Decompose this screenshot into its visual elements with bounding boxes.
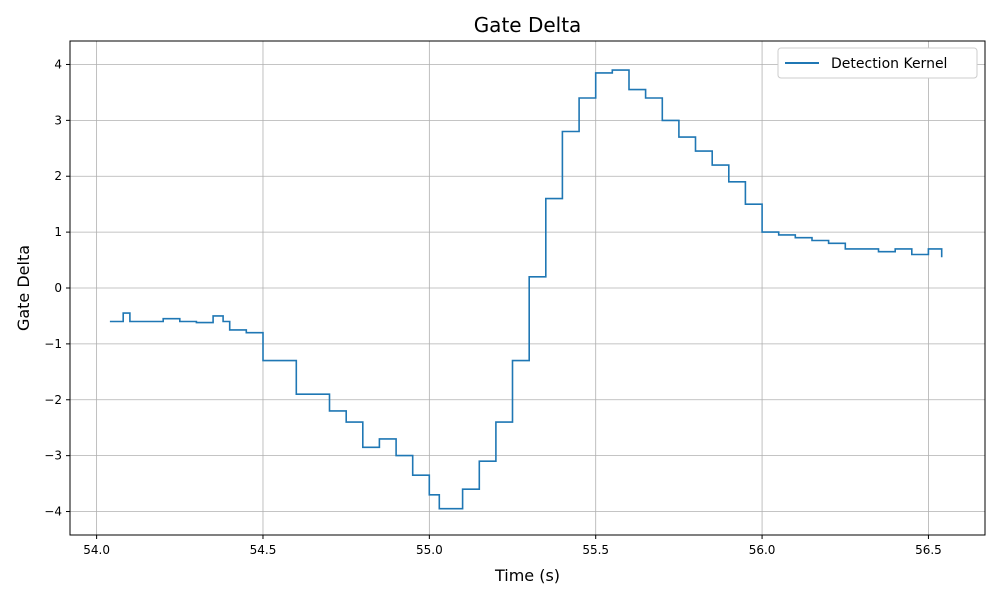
y-axis: −4 −3 −2 −1 0 1 2 3 4 <box>44 57 70 519</box>
x-tick-label: 56.0 <box>749 543 776 557</box>
y-tick-label: 2 <box>54 169 62 183</box>
x-tick-label: 54.5 <box>250 543 277 557</box>
y-tick-label: 1 <box>54 225 62 239</box>
series-line <box>109 69 943 510</box>
chart-title: Gate Delta <box>474 13 582 37</box>
grid <box>70 41 985 535</box>
y-tick-label: 4 <box>54 57 62 71</box>
y-tick-label: 3 <box>54 113 62 127</box>
legend-box <box>777 47 978 79</box>
y-tick-label: −1 <box>44 337 62 351</box>
x-tick-label: 55.5 <box>582 543 609 557</box>
series-layer <box>109 69 943 510</box>
y-tick-label: −2 <box>44 393 62 407</box>
legend: Detection Kernel <box>777 47 978 79</box>
y-tick-label: 0 <box>54 281 62 295</box>
y-tick-label: −3 <box>44 449 62 463</box>
x-axis-title: Time (s) <box>494 566 560 585</box>
x-tick-label: 54.0 <box>83 543 110 557</box>
y-tick-label: −4 <box>44 505 62 519</box>
x-tick-label: 55.0 <box>416 543 443 557</box>
x-tick-label: 56.5 <box>915 543 942 557</box>
y-axis-title: Gate Delta <box>14 245 33 331</box>
legend-label: Detection Kernel <box>831 56 947 72</box>
x-axis: 54.0 54.5 55.0 55.5 56.0 56.5 <box>83 535 942 557</box>
